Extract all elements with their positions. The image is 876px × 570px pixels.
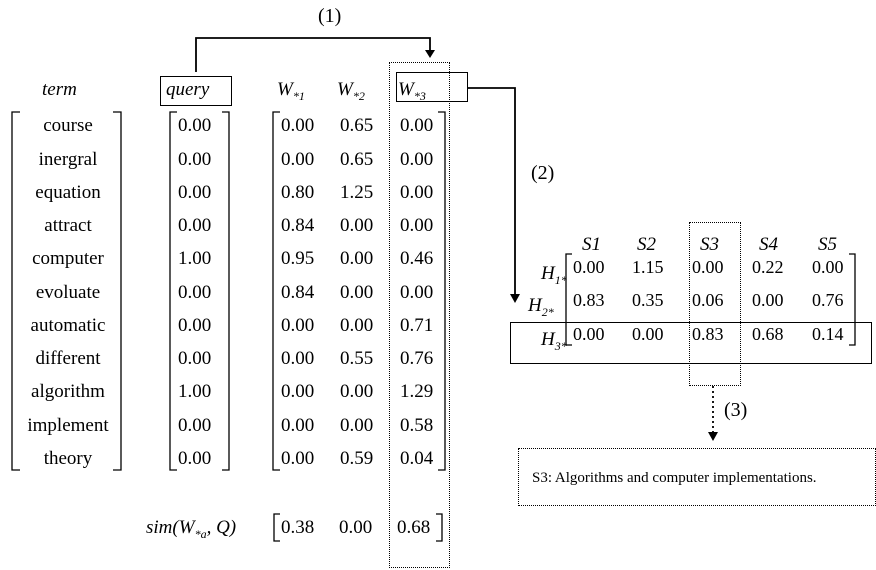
query-value: 0.00 bbox=[178, 448, 212, 469]
w-cell: 0.04 bbox=[400, 448, 434, 469]
w3-header: W*3 bbox=[398, 79, 426, 103]
h-cell: 1.15 bbox=[632, 257, 664, 277]
h-cell: 0.83 bbox=[573, 290, 605, 310]
w-cell: 0.00 bbox=[340, 248, 374, 269]
w-cell: 0.00 bbox=[281, 115, 315, 136]
w1-header: W*1 bbox=[277, 79, 305, 103]
term-item: evoluate bbox=[35, 282, 101, 303]
term-item: computer bbox=[32, 248, 104, 269]
term-header: term bbox=[42, 79, 77, 100]
h-row-label: H3* bbox=[541, 329, 567, 353]
term-item: implement bbox=[27, 415, 109, 436]
w-cell: 0.00 bbox=[340, 415, 374, 436]
w-cell: 1.25 bbox=[340, 182, 374, 203]
term-item: equation bbox=[35, 182, 101, 203]
w-cell: 0.76 bbox=[400, 348, 434, 369]
h-column-header: S1 bbox=[582, 234, 601, 255]
term-item: attract bbox=[44, 215, 92, 236]
h-cell: 0.76 bbox=[812, 290, 844, 310]
step-3-label: (3) bbox=[724, 399, 748, 421]
w-cell: 0.00 bbox=[281, 381, 315, 402]
s3-column-highlight bbox=[689, 222, 741, 386]
h-column-header: S3 bbox=[700, 234, 719, 255]
w-cell: 0.00 bbox=[400, 115, 434, 136]
h-row-label: H2* bbox=[528, 295, 554, 319]
w-cell: 0.00 bbox=[400, 149, 434, 170]
query-value: 0.00 bbox=[178, 315, 212, 336]
h-cell: 0.83 bbox=[692, 324, 724, 344]
w-cell: 0.71 bbox=[400, 315, 434, 336]
query-value: 0.00 bbox=[178, 149, 212, 170]
sim-value: 0.38 bbox=[281, 517, 315, 538]
query-value: 0.00 bbox=[178, 182, 212, 203]
w-cell: 0.55 bbox=[340, 348, 374, 369]
h-cell: 0.06 bbox=[692, 290, 724, 310]
h-column-header: S2 bbox=[637, 234, 656, 255]
w-cell: 0.00 bbox=[400, 215, 434, 236]
w-cell: 0.46 bbox=[400, 248, 434, 269]
h-cell: 0.35 bbox=[632, 290, 664, 310]
query-value: 0.00 bbox=[178, 282, 212, 303]
query-value: 0.00 bbox=[178, 115, 212, 136]
w-cell: 0.65 bbox=[340, 149, 374, 170]
term-item: algorithm bbox=[31, 381, 105, 402]
w-cell: 0.59 bbox=[340, 448, 374, 469]
h-row-label: H1* bbox=[541, 263, 567, 287]
h-cell: 0.14 bbox=[812, 324, 844, 344]
sim-label: sim(W*a, Q) bbox=[146, 517, 237, 541]
query-value: 1.00 bbox=[178, 248, 212, 269]
w-cell: 0.00 bbox=[281, 415, 315, 436]
w-cell: 0.84 bbox=[281, 282, 315, 303]
h-column-header: S4 bbox=[759, 234, 778, 255]
term-item: theory bbox=[43, 448, 93, 469]
h-cell: 0.68 bbox=[752, 324, 784, 344]
w-cell: 0.00 bbox=[340, 381, 374, 402]
result-caption: S3: Algorithms and computer implementati… bbox=[532, 470, 817, 486]
w-cell: 0.00 bbox=[400, 282, 434, 303]
step-1-label: (1) bbox=[318, 5, 342, 27]
w-cell: 0.80 bbox=[281, 182, 315, 203]
term-item: inergral bbox=[38, 149, 98, 170]
w-cell: 0.00 bbox=[400, 182, 434, 203]
h-cell: 0.00 bbox=[752, 290, 784, 310]
h-cell: 0.00 bbox=[632, 324, 664, 344]
w3-header-box bbox=[396, 72, 468, 102]
h-column-header: S5 bbox=[818, 234, 837, 255]
w-cell: 0.95 bbox=[281, 248, 315, 269]
h3-row-highlight bbox=[510, 322, 872, 364]
query-header-box bbox=[160, 76, 232, 106]
h-cell: 0.00 bbox=[573, 324, 605, 344]
w-cell: 0.00 bbox=[340, 315, 374, 336]
w3-column-highlight bbox=[389, 62, 450, 568]
w-cell: 0.00 bbox=[281, 149, 315, 170]
query-value: 0.00 bbox=[178, 348, 212, 369]
term-item: automatic bbox=[30, 315, 106, 336]
w-cell: 0.00 bbox=[281, 315, 315, 336]
w-cell: 0.00 bbox=[340, 282, 374, 303]
step-2-label: (2) bbox=[531, 162, 555, 184]
w2-header: W*2 bbox=[337, 79, 365, 103]
w-cell: 0.84 bbox=[281, 215, 315, 236]
query-value: 0.00 bbox=[178, 415, 212, 436]
query-value: 1.00 bbox=[178, 381, 212, 402]
query-value: 0.00 bbox=[178, 215, 212, 236]
query-header: query bbox=[166, 79, 210, 100]
w-cell: 0.65 bbox=[340, 115, 374, 136]
h-cell: 0.22 bbox=[752, 257, 784, 277]
sim-value: 0.00 bbox=[339, 517, 373, 538]
w-cell: 0.00 bbox=[281, 448, 315, 469]
w-cell: 0.00 bbox=[281, 348, 315, 369]
h-cell: 0.00 bbox=[573, 257, 605, 277]
h-cell: 0.00 bbox=[812, 257, 844, 277]
term-item: different bbox=[35, 348, 101, 369]
w-cell: 0.00 bbox=[340, 215, 374, 236]
w-cell: 0.58 bbox=[400, 415, 434, 436]
w-cell: 1.29 bbox=[400, 381, 434, 402]
h-cell: 0.00 bbox=[692, 257, 724, 277]
sim-value: 0.68 bbox=[397, 517, 431, 538]
term-item: course bbox=[43, 115, 93, 136]
